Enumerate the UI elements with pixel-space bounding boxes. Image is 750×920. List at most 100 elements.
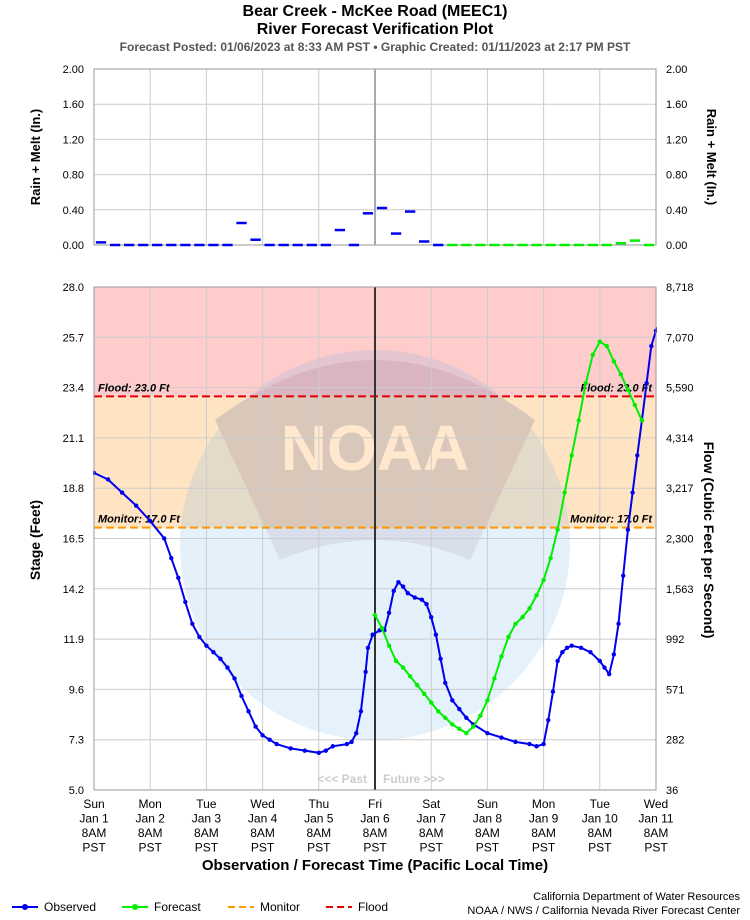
observed-point xyxy=(705,407,709,411)
x-tick-day: Sun xyxy=(83,797,104,811)
observed-point xyxy=(621,573,626,578)
stage-tick-left: 18.8 xyxy=(63,483,84,495)
legend-label: Monitor xyxy=(260,900,300,914)
forecast-point xyxy=(421,691,427,696)
flow-tick-right: 571 xyxy=(666,684,684,696)
monitor-label-left: Monitor: 17.0 Ft xyxy=(98,514,181,526)
forecast-point xyxy=(555,527,560,532)
legend-item-forecast: Forecast xyxy=(122,900,201,914)
x-tick-date: Jan 8 xyxy=(473,812,503,826)
observed-point xyxy=(588,650,593,655)
flow-tick-right: 4,314 xyxy=(666,433,694,445)
observed-point xyxy=(429,615,434,620)
observed-point xyxy=(323,748,329,753)
stage-tick-left: 16.5 xyxy=(63,534,84,546)
legend-label: Observed xyxy=(44,900,96,914)
observed-point xyxy=(218,656,223,661)
chart-title: Bear Creek - McKee Road (MEEC1) xyxy=(242,3,508,20)
observed-point xyxy=(344,741,350,747)
forecast-point xyxy=(492,676,497,681)
observed-point xyxy=(424,601,429,607)
x-tick-tz: PST xyxy=(139,841,163,855)
stage-ylabel: Stage (Feet) xyxy=(27,500,43,580)
stage-tick-left: 14.2 xyxy=(63,584,84,596)
forecast-point xyxy=(597,339,602,344)
x-tick-day: Sun xyxy=(477,797,498,811)
stage-frame xyxy=(93,286,657,791)
observed-point xyxy=(673,357,677,361)
observed-point xyxy=(443,680,448,686)
x-tick-time: 8AM xyxy=(644,826,669,840)
legend-label: Forecast xyxy=(154,900,201,914)
observed-point xyxy=(400,584,406,589)
observed-point xyxy=(365,645,371,651)
precip-bars xyxy=(95,206,655,247)
x-tick-day: Mon xyxy=(532,797,555,811)
observed-point xyxy=(133,503,139,508)
flood-label-left: Flood: 23.0 Ft xyxy=(98,382,171,394)
precip-tick-left: 0.80 xyxy=(63,170,84,182)
flow-tick-right: 5,590 xyxy=(666,383,694,395)
precip-tick-left: 0.00 xyxy=(63,240,84,252)
observed-point xyxy=(253,724,258,729)
flow-tick-right: 8,718 xyxy=(666,282,694,294)
stage-tick-left: 25.7 xyxy=(63,332,84,344)
forecast-point xyxy=(386,643,392,648)
observed-point xyxy=(260,733,265,738)
observed-point xyxy=(687,359,691,363)
forecast-point xyxy=(429,700,434,705)
observed-point xyxy=(438,656,443,661)
observed-point xyxy=(267,737,272,742)
x-tick-day: Wed xyxy=(250,797,274,811)
forecast-point xyxy=(436,709,441,714)
observed-point xyxy=(597,658,602,664)
forecast-point xyxy=(541,577,546,583)
x-tick-tz: PST xyxy=(644,841,668,855)
precip-tick-left: 1.60 xyxy=(63,99,84,111)
observed-point xyxy=(176,575,181,581)
forecast-point xyxy=(443,715,448,721)
precip-tick-right: 0.80 xyxy=(666,170,687,182)
forecast-posted-text: Forecast Posted: 01/06/2023 at 8:33 AM P… xyxy=(119,40,631,54)
x-tick-time: 8AM xyxy=(419,826,444,840)
x-tick-time: 8AM xyxy=(363,826,388,840)
observed-point xyxy=(696,377,700,381)
precip-tick-right: 1.20 xyxy=(666,134,687,146)
forecast-point xyxy=(520,615,525,620)
observed-point xyxy=(625,527,631,532)
x-tick-date: Jan 3 xyxy=(192,812,222,826)
forecast-point xyxy=(632,402,638,408)
observed-point xyxy=(527,741,532,747)
observed-point xyxy=(464,715,469,721)
precip-tick-left: 1.20 xyxy=(63,134,84,146)
x-tick-date: Jan 5 xyxy=(304,812,334,826)
x-tick-date: Jan 1 xyxy=(79,812,109,826)
observed-point xyxy=(715,434,719,438)
x-tick-date: Jan 4 xyxy=(248,812,278,826)
forecast-point xyxy=(372,612,378,618)
stage-tick-left: 5.0 xyxy=(69,785,84,797)
observed-point xyxy=(710,423,714,427)
observed-point xyxy=(649,343,654,349)
x-tick-tz: PST xyxy=(195,841,219,855)
observed-point xyxy=(611,652,617,657)
forecast-point xyxy=(604,343,610,349)
observed-point xyxy=(555,658,560,664)
observed-point xyxy=(635,453,640,458)
stage-tick-left: 28.0 xyxy=(63,282,84,294)
observed-point xyxy=(578,645,584,651)
x-tick-time: 8AM xyxy=(82,826,107,840)
precip-tick-left: 0.40 xyxy=(63,205,84,217)
x-tick-tz: PST xyxy=(420,841,444,855)
observed-point xyxy=(419,597,425,602)
observed-point xyxy=(701,392,705,396)
observed-point xyxy=(736,458,740,462)
observed-point xyxy=(691,366,695,370)
observed-point xyxy=(616,621,621,626)
credit-noaa: NOAA / NWS / California Nevada River For… xyxy=(467,905,740,917)
observed-point xyxy=(499,735,504,740)
forecast-point xyxy=(499,654,504,659)
precip-tick-right: 1.60 xyxy=(666,99,687,111)
observed-point xyxy=(433,632,439,637)
